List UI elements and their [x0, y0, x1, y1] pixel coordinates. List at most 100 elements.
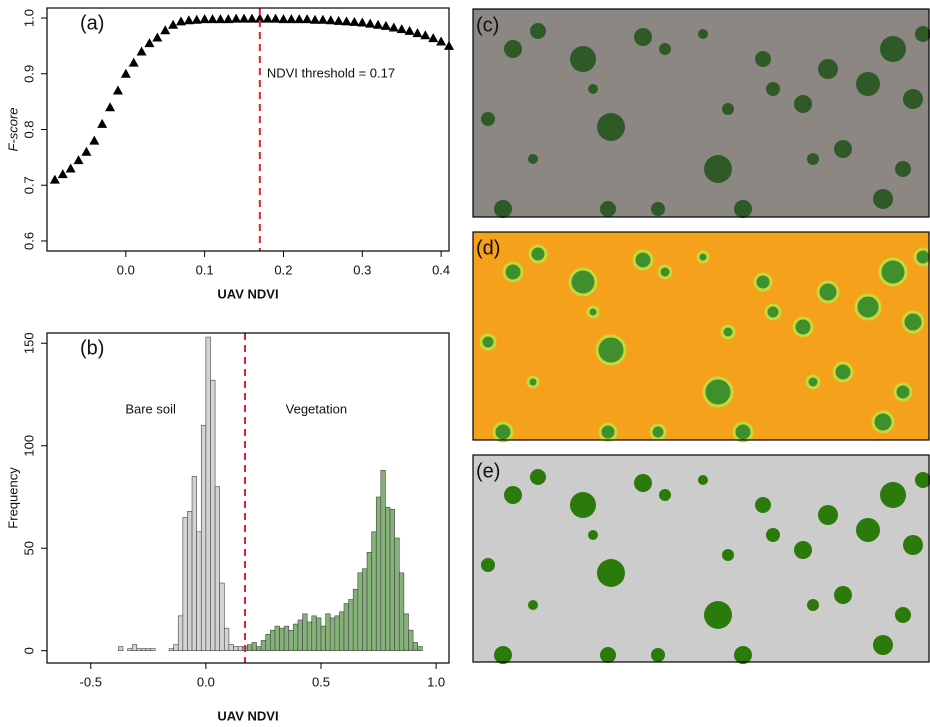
triangle-marker — [357, 17, 368, 27]
triangle-marker — [294, 14, 305, 24]
triangle-marker — [97, 118, 108, 128]
histogram-bar — [417, 646, 423, 652]
triangle-marker — [231, 13, 242, 23]
histogram-bar — [141, 648, 147, 652]
histogram-bar — [394, 537, 400, 652]
triangle-marker — [176, 16, 186, 26]
x-tick-label: 0.1 — [196, 262, 214, 277]
panel-label: (b) — [80, 337, 104, 359]
triangle-marker — [199, 14, 210, 24]
triangle-marker — [89, 135, 100, 145]
y-tick-label: 0.9 — [21, 65, 36, 83]
histogram-bar — [366, 552, 372, 652]
histogram-bar — [385, 506, 391, 652]
histogram-bar — [343, 603, 349, 652]
triangle-marker — [302, 14, 313, 24]
triangle-marker — [105, 102, 116, 112]
histogram-bar — [251, 642, 257, 652]
triangle-marker — [436, 36, 447, 46]
triangle-marker — [325, 15, 336, 25]
triangle-marker — [404, 25, 415, 35]
histogram-bar — [325, 613, 331, 652]
histogram-bar — [214, 486, 220, 652]
histogram-bar — [334, 615, 340, 652]
y-tick-label: 50 — [21, 541, 36, 555]
histogram-bar — [283, 625, 290, 652]
histogram-bar — [150, 648, 156, 652]
histogram-bar — [329, 617, 336, 652]
ndvi-image — [473, 232, 929, 440]
histogram-bar — [187, 511, 193, 652]
x-tick-label: 0.2 — [274, 262, 292, 277]
triangle-marker — [349, 16, 360, 26]
classified-panel: (e) — [472, 454, 930, 664]
histogram-bar — [233, 646, 239, 652]
x-tick-label: 0.0 — [117, 262, 135, 277]
y-axis-label: F-score — [5, 107, 20, 151]
plot-frame — [46, 332, 450, 664]
histogram-bar — [256, 646, 262, 652]
triangle-marker — [420, 30, 431, 40]
panel-label: (a) — [80, 12, 104, 34]
ndvi-panel: (d) — [472, 231, 930, 443]
histogram-bar — [293, 623, 299, 652]
x-tick-label: 0.3 — [353, 262, 371, 277]
triangle-marker — [207, 14, 218, 24]
histogram-bar — [412, 642, 418, 652]
histogram-bar — [219, 582, 225, 652]
histogram-bar — [362, 568, 368, 652]
y-tick-label: 0.6 — [21, 232, 36, 250]
histogram-bar — [200, 424, 207, 652]
histogram-bar — [352, 588, 359, 652]
triangle-marker — [160, 25, 171, 35]
panel-frame — [472, 454, 930, 663]
triangle-marker — [286, 14, 297, 24]
y-tick-label: 0.8 — [21, 120, 36, 138]
plot-frame — [46, 7, 450, 252]
triangle-marker — [341, 16, 352, 26]
triangle-marker — [183, 15, 194, 25]
triangle-marker — [57, 169, 68, 179]
x-tick-label: 0.4 — [432, 262, 450, 277]
series-label: Vegetation — [286, 401, 347, 416]
panel-label: (c) — [476, 14, 499, 36]
triangle-marker — [168, 19, 179, 29]
histogram-bar — [205, 336, 211, 652]
histogram-bar — [297, 619, 303, 652]
histogram-bar — [389, 508, 395, 652]
triangle-marker — [317, 14, 328, 24]
triangle-marker — [380, 20, 391, 30]
histogram-bar — [196, 531, 202, 652]
histogram-bar — [357, 572, 363, 652]
histogram-bar — [177, 615, 184, 652]
triangle-marker — [388, 22, 399, 32]
histogram-bar — [191, 476, 197, 652]
triangle-marker — [49, 174, 60, 184]
histogram-bar — [265, 634, 271, 652]
triangle-marker — [65, 163, 76, 173]
triangle-marker — [396, 24, 407, 34]
panel-label: (e) — [476, 460, 500, 482]
triangle-marker — [191, 14, 202, 24]
triangle-marker — [270, 13, 281, 23]
triangle-marker — [136, 46, 147, 56]
triangle-marker — [262, 13, 273, 23]
triangle-marker — [246, 13, 257, 23]
histogram-bar — [380, 470, 386, 652]
panel-label: (d) — [476, 237, 500, 259]
histogram-bar — [136, 648, 142, 652]
triangle-marker — [81, 146, 92, 156]
histogram-bar — [403, 613, 409, 652]
y-tick-label: 150 — [21, 332, 36, 354]
histogram-bar — [339, 611, 345, 652]
triangle-marker — [223, 14, 234, 24]
histogram-bar — [210, 379, 216, 652]
x-axis-label: UAV NDVI — [217, 708, 278, 723]
triangle-marker — [310, 14, 320, 24]
x-axis-label: UAV NDVI — [217, 286, 278, 301]
triangle-marker — [239, 13, 250, 23]
histogram-bar — [182, 517, 188, 652]
triangle-marker — [428, 33, 439, 43]
x-tick-label: 1.0 — [427, 674, 445, 689]
